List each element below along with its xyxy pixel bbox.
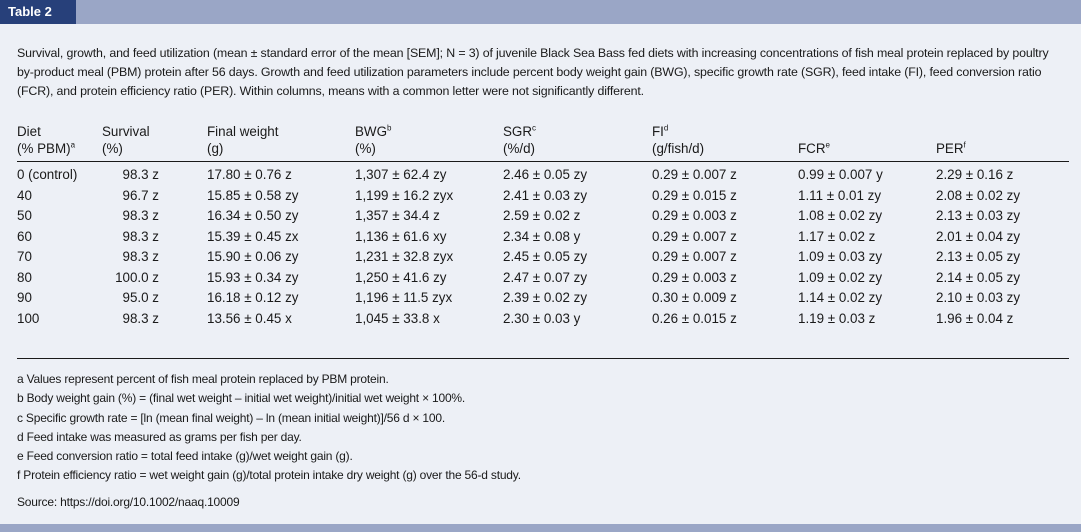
table-row: 40 96.7 z 15.85 ± 0.58 zy 1,199 ± 16.2 zyx 2… <box>17 186 1069 207</box>
cell-diet: 40 <box>17 187 32 203</box>
cell-fi: 0.29 ± 0.007 z <box>652 167 737 183</box>
footnote-b: b Body weight gain (%) = (final wet weig… <box>17 391 466 406</box>
cell-bwg: 1,307 ± 62.4 zy <box>355 167 447 183</box>
cell-final-weight: 15.93 ± 0.34 zy <box>207 269 299 285</box>
header-diet: Diet (% PBM)a <box>17 123 102 162</box>
cell-bwg: 1,196 ± 11.5 zyx <box>355 290 453 306</box>
cell-fi: 0.30 ± 0.009 z <box>652 290 737 306</box>
cell-diet: 90 <box>17 290 32 306</box>
cell-final-weight: 16.18 ± 0.12 zy <box>207 290 299 306</box>
table-row: 50 98.3 z 16.34 ± 0.50 zy 1,357 ± 34.4 z 2.5… <box>17 206 1069 227</box>
cell-per: 2.10 ± 0.03 zy <box>936 290 1021 306</box>
header-final-weight: Final weight (g) <box>207 123 355 162</box>
table-body: 0 (control) 98.3 z 17.80 ± 0.76 z 1,307 ± 6… <box>17 162 1069 330</box>
cell-bwg: 1,357 ± 34.4 z <box>355 208 440 224</box>
footnotes: a Values represent percent of fish meal … <box>17 370 1067 486</box>
header-row: Diet (% PBM)a Survival (%) Final weight … <box>17 123 1069 162</box>
cell-survival: 98.3 z <box>122 228 159 244</box>
cell-fi: 0.29 ± 0.007 z <box>652 249 737 265</box>
table-row: 0 (control) 98.3 z 17.80 ± 0.76 z 1,307 ± 6… <box>17 162 1069 186</box>
cell-fcr: 1.14 ± 0.02 zy <box>798 290 883 306</box>
cell-bwg: 1,045 ± 33.8 x <box>355 310 440 326</box>
cell-sgr: 2.30 ± 0.03 y <box>503 310 581 326</box>
table-caption: Survival, growth, and feed utilization (… <box>17 46 1049 98</box>
cell-final-weight: 15.85 ± 0.58 zy <box>207 187 299 203</box>
cell-survival: 100.0 z <box>115 269 159 285</box>
table-row: 60 98.3 z 15.39 ± 0.45 zx 1,136 ± 61.6 xy 2.… <box>17 227 1069 248</box>
cell-final-weight: 16.34 ± 0.50 zy <box>207 208 299 224</box>
cell-fi: 0.29 ± 0.015 z <box>652 187 737 203</box>
footnote-c: c Specific growth rate = [ln (mean final… <box>17 410 445 425</box>
header-survival: Survival (%) <box>102 123 207 162</box>
cell-fcr: 1.09 ± 0.02 zy <box>798 269 883 285</box>
cell-fi: 0.26 ± 0.015 z <box>652 310 737 326</box>
cell-fcr: 1.09 ± 0.03 zy <box>798 249 883 265</box>
cell-fcr: 1.08 ± 0.02 zy <box>798 208 883 224</box>
cell-fcr: 0.99 ± 0.007 y <box>798 167 883 183</box>
cell-final-weight: 13.56 ± 0.45 x <box>207 310 292 326</box>
bottom-bar <box>0 524 1081 532</box>
table-label: Table 2 <box>0 0 76 24</box>
table-row: 100 98.3 z 13.56 ± 0.45 x 1,045 ± 33.8 x 2.3… <box>17 309 1069 330</box>
footnote-a: a Values represent percent of fish meal … <box>17 372 389 386</box>
cell-survival: 98.3 z <box>122 167 159 183</box>
cell-sgr: 2.59 ± 0.02 z <box>503 208 581 224</box>
cell-diet: 80 <box>17 269 32 285</box>
header-sgr: SGRc (%/d) <box>503 123 652 162</box>
cell-final-weight: 17.80 ± 0.76 z <box>207 167 292 183</box>
cell-sgr: 2.45 ± 0.05 zy <box>503 249 588 265</box>
cell-per: 2.13 ± 0.05 zy <box>936 249 1021 265</box>
cell-fcr: 1.19 ± 0.03 z <box>798 310 876 326</box>
cell-sgr: 2.41 ± 0.03 zy <box>503 187 588 203</box>
cell-survival: 98.3 z <box>122 310 159 326</box>
cell-sgr: 2.34 ± 0.08 y <box>503 228 581 244</box>
cell-bwg: 1,250 ± 41.6 zy <box>355 269 447 285</box>
cell-bwg: 1,231 ± 32.8 zyx <box>355 249 454 265</box>
cell-per: 2.08 ± 0.02 zy <box>936 187 1021 203</box>
header-fi: FId (g/fish/d) <box>652 123 798 162</box>
title-bar: Table 2 <box>0 0 1081 24</box>
header-per: PERf <box>936 123 1069 162</box>
cell-per: 2.01 ± 0.04 zy <box>936 228 1021 244</box>
footnote-f: f Protein efficiency ratio = wet weight … <box>17 468 521 483</box>
cell-sgr: 2.47 ± 0.07 zy <box>503 269 588 285</box>
cell-per: 2.13 ± 0.03 zy <box>936 208 1021 224</box>
cell-bwg: 1,136 ± 61.6 xy <box>355 228 447 244</box>
cell-diet: 50 <box>17 208 32 224</box>
footnote-d: d Feed intake was measured as grams per … <box>17 429 302 444</box>
data-table: Diet (% PBM)a Survival (%) Final weight … <box>17 123 1069 329</box>
cell-diet: 100 <box>17 310 40 326</box>
cell-final-weight: 15.39 ± 0.45 zx <box>207 228 299 244</box>
cell-sgr: 2.46 ± 0.05 zy <box>503 167 588 183</box>
cell-diet: 70 <box>17 249 32 265</box>
cell-fi: 0.29 ± 0.007 z <box>652 228 737 244</box>
cell-fcr: 1.11 ± 0.01 zy <box>798 187 882 203</box>
footnote-e: e Feed conversion ratio = total feed int… <box>17 449 353 464</box>
cell-diet: 60 <box>17 228 32 244</box>
cell-survival: 98.3 z <box>122 249 159 265</box>
cell-survival: 96.7 z <box>122 187 159 203</box>
cell-fi: 0.29 ± 0.003 z <box>652 208 737 224</box>
table-bottom-rule <box>17 358 1069 359</box>
cell-fcr: 1.17 ± 0.02 z <box>798 228 876 244</box>
table-row: 80 100.0 z 15.93 ± 0.34 zy 1,250 ± 41.6 zy 2… <box>17 268 1069 289</box>
table-row: 90 95.0 z 16.18 ± 0.12 zy 1,196 ± 11.5 zyx 2… <box>17 288 1069 309</box>
cell-fi: 0.29 ± 0.003 z <box>652 269 737 285</box>
cell-per: 2.14 ± 0.05 zy <box>936 269 1021 285</box>
cell-final-weight: 15.90 ± 0.06 zy <box>207 249 299 265</box>
cell-survival: 95.0 z <box>122 290 159 306</box>
table-row: 70 98.3 z 15.90 ± 0.06 zy 1,231 ± 32.8 zyx 2… <box>17 247 1069 268</box>
cell-sgr: 2.39 ± 0.02 zy <box>503 290 588 306</box>
header-fcr: FCRe <box>798 123 936 162</box>
cell-survival: 98.3 z <box>122 208 159 224</box>
cell-per: 2.29 ± 0.16 z <box>936 167 1014 183</box>
source-citation: Source: https://doi.org/10.1002/naaq.100… <box>17 495 240 509</box>
cell-bwg: 1,199 ± 16.2 zyx <box>355 187 454 203</box>
header-bwg: BWGb (%) <box>355 123 503 162</box>
cell-diet: 0 (control) <box>17 167 78 183</box>
cell-per: 1.96 ± 0.04 z <box>936 310 1014 326</box>
